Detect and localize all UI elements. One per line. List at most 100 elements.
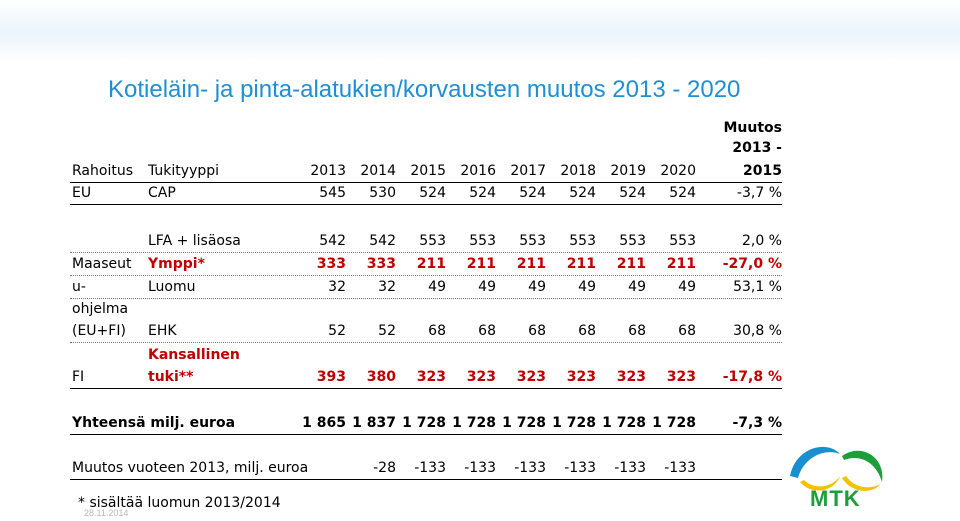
value-cell: 52	[328, 323, 346, 339]
value-cell: 530	[369, 185, 396, 201]
value-cell: 49	[628, 279, 646, 295]
value-cell: 524	[569, 185, 596, 201]
rahoitus-cell: FI	[72, 369, 85, 385]
muutos-value: -133	[414, 460, 446, 476]
value-cell: 68	[678, 323, 696, 339]
type-cell-line1: Kansallinen	[148, 347, 240, 363]
total-label: Yhteensä milj. euroa	[72, 415, 236, 431]
change-cell: 30,8 %	[733, 323, 782, 339]
value-cell: 68	[478, 323, 496, 339]
header-year: 2020	[660, 163, 696, 179]
value-cell: 542	[319, 233, 346, 249]
value-cell: 553	[619, 233, 646, 249]
muutos-value: -133	[564, 460, 596, 476]
value-cell: 211	[516, 256, 546, 272]
value-cell: 49	[478, 279, 496, 295]
table-row: EHK 52 52 68 68 68 68 68 68 30,8 %	[70, 320, 782, 343]
change-cell: -3,7 %	[736, 185, 782, 201]
header-year: 2015	[410, 163, 446, 179]
total-value: 1 728	[652, 415, 696, 431]
value-cell: 211	[566, 256, 596, 272]
table-row: FI tuki** 393 380 323 323 323 323 323 32…	[70, 366, 782, 389]
value-cell: 553	[669, 233, 696, 249]
value-cell: 333	[316, 256, 346, 272]
header-tukityyppi: Tukityyppi	[148, 163, 220, 179]
value-cell: 380	[366, 369, 396, 385]
total-row: Yhteensä milj. euroa 1 865 1 837 1 728 1…	[70, 412, 782, 435]
value-cell: 52	[378, 323, 396, 339]
total-value: 1 728	[602, 415, 646, 431]
type-cell: Ymppi*	[148, 256, 205, 272]
type-cell: tuki**	[148, 369, 194, 385]
header-change-line2: 2013 -	[732, 140, 782, 156]
value-cell: 323	[666, 369, 696, 385]
table-row: Ymppi* 333 333 211 211 211 211 211 211 -…	[70, 253, 782, 276]
slide-date: 28.11.2014	[84, 508, 129, 518]
table-row: LFA + lisäosa 542 542 553 553 553 553 55…	[70, 230, 782, 253]
value-cell: 49	[528, 279, 546, 295]
type-cell: EHK	[148, 323, 177, 339]
value-cell: 323	[616, 369, 646, 385]
total-change: -7,3 %	[732, 415, 782, 431]
type-cell: LFA + lisäosa	[148, 233, 241, 249]
value-cell: 211	[416, 256, 446, 272]
value-cell: 524	[669, 185, 696, 201]
value-cell: 553	[519, 233, 546, 249]
muutos-label: Muutos vuoteen 2013, milj. euroa	[72, 460, 309, 476]
maaseutu-label-line: ohjelma	[72, 301, 129, 317]
value-cell: 553	[569, 233, 596, 249]
total-value: 1 728	[552, 415, 596, 431]
mtk-logo-icon	[790, 446, 883, 491]
rahoitus-cell: EU	[72, 185, 92, 201]
table-row: Luomu 32 32 49 49 49 49 49 49 53,1 %	[70, 276, 782, 299]
muutos-row: Muutos vuoteen 2013, milj. euroa -28 -13…	[70, 457, 782, 480]
muutos-value: -133	[514, 460, 546, 476]
value-cell: 32	[378, 279, 396, 295]
value-cell: 68	[628, 323, 646, 339]
change-cell: -17,8 %	[722, 369, 782, 385]
table-row: EU CAP 545 530 524 524 524 524 524 524 -…	[70, 182, 782, 205]
value-cell: 68	[578, 323, 596, 339]
type-cell: CAP	[148, 185, 176, 201]
change-cell: 53,1 %	[733, 279, 782, 295]
total-value: 1 728	[402, 415, 446, 431]
value-cell: 524	[419, 185, 446, 201]
value-cell: 68	[528, 323, 546, 339]
value-cell: 323	[416, 369, 446, 385]
header-change-line1: Muutos	[723, 120, 782, 136]
table-header-row: Rahoitus Tukityyppi 2013 2014 2015 2016 …	[70, 160, 782, 183]
value-cell: 211	[466, 256, 496, 272]
value-cell: 323	[566, 369, 596, 385]
value-cell: 49	[678, 279, 696, 295]
top-band	[0, 0, 960, 60]
value-cell: 333	[366, 256, 396, 272]
value-cell: 553	[469, 233, 496, 249]
total-value: 1 865	[302, 415, 346, 431]
header-year: 2016	[460, 163, 496, 179]
muutos-value: -28	[373, 460, 396, 476]
value-cell: 68	[428, 323, 446, 339]
total-value: 1 837	[352, 415, 396, 431]
value-cell: 323	[466, 369, 496, 385]
change-cell: 2,0 %	[741, 233, 782, 249]
page-title: Kotieläin- ja pinta-alatukien/korvausten…	[108, 76, 741, 103]
value-cell: 524	[469, 185, 496, 201]
value-cell: 524	[619, 185, 646, 201]
muutos-value: -133	[614, 460, 646, 476]
maaseutu-label-line: (EU+FI)	[72, 323, 126, 339]
header-year: 2018	[560, 163, 596, 179]
header-year: 2014	[360, 163, 396, 179]
header-rahoitus: Rahoitus	[72, 163, 133, 179]
value-cell: 211	[616, 256, 646, 272]
value-cell: 553	[419, 233, 446, 249]
value-cell: 32	[328, 279, 346, 295]
maaseutu-label-line: u-	[72, 279, 86, 295]
value-cell: 524	[519, 185, 546, 201]
value-cell: 542	[369, 233, 396, 249]
change-cell: -27,0 %	[722, 256, 782, 272]
header-change-year: 2015	[743, 163, 782, 179]
logo-text: MTK	[810, 486, 861, 511]
value-cell: 49	[428, 279, 446, 295]
header-year: 2013	[310, 163, 346, 179]
footnote: * sisältää luomun 2013/2014	[78, 495, 281, 511]
